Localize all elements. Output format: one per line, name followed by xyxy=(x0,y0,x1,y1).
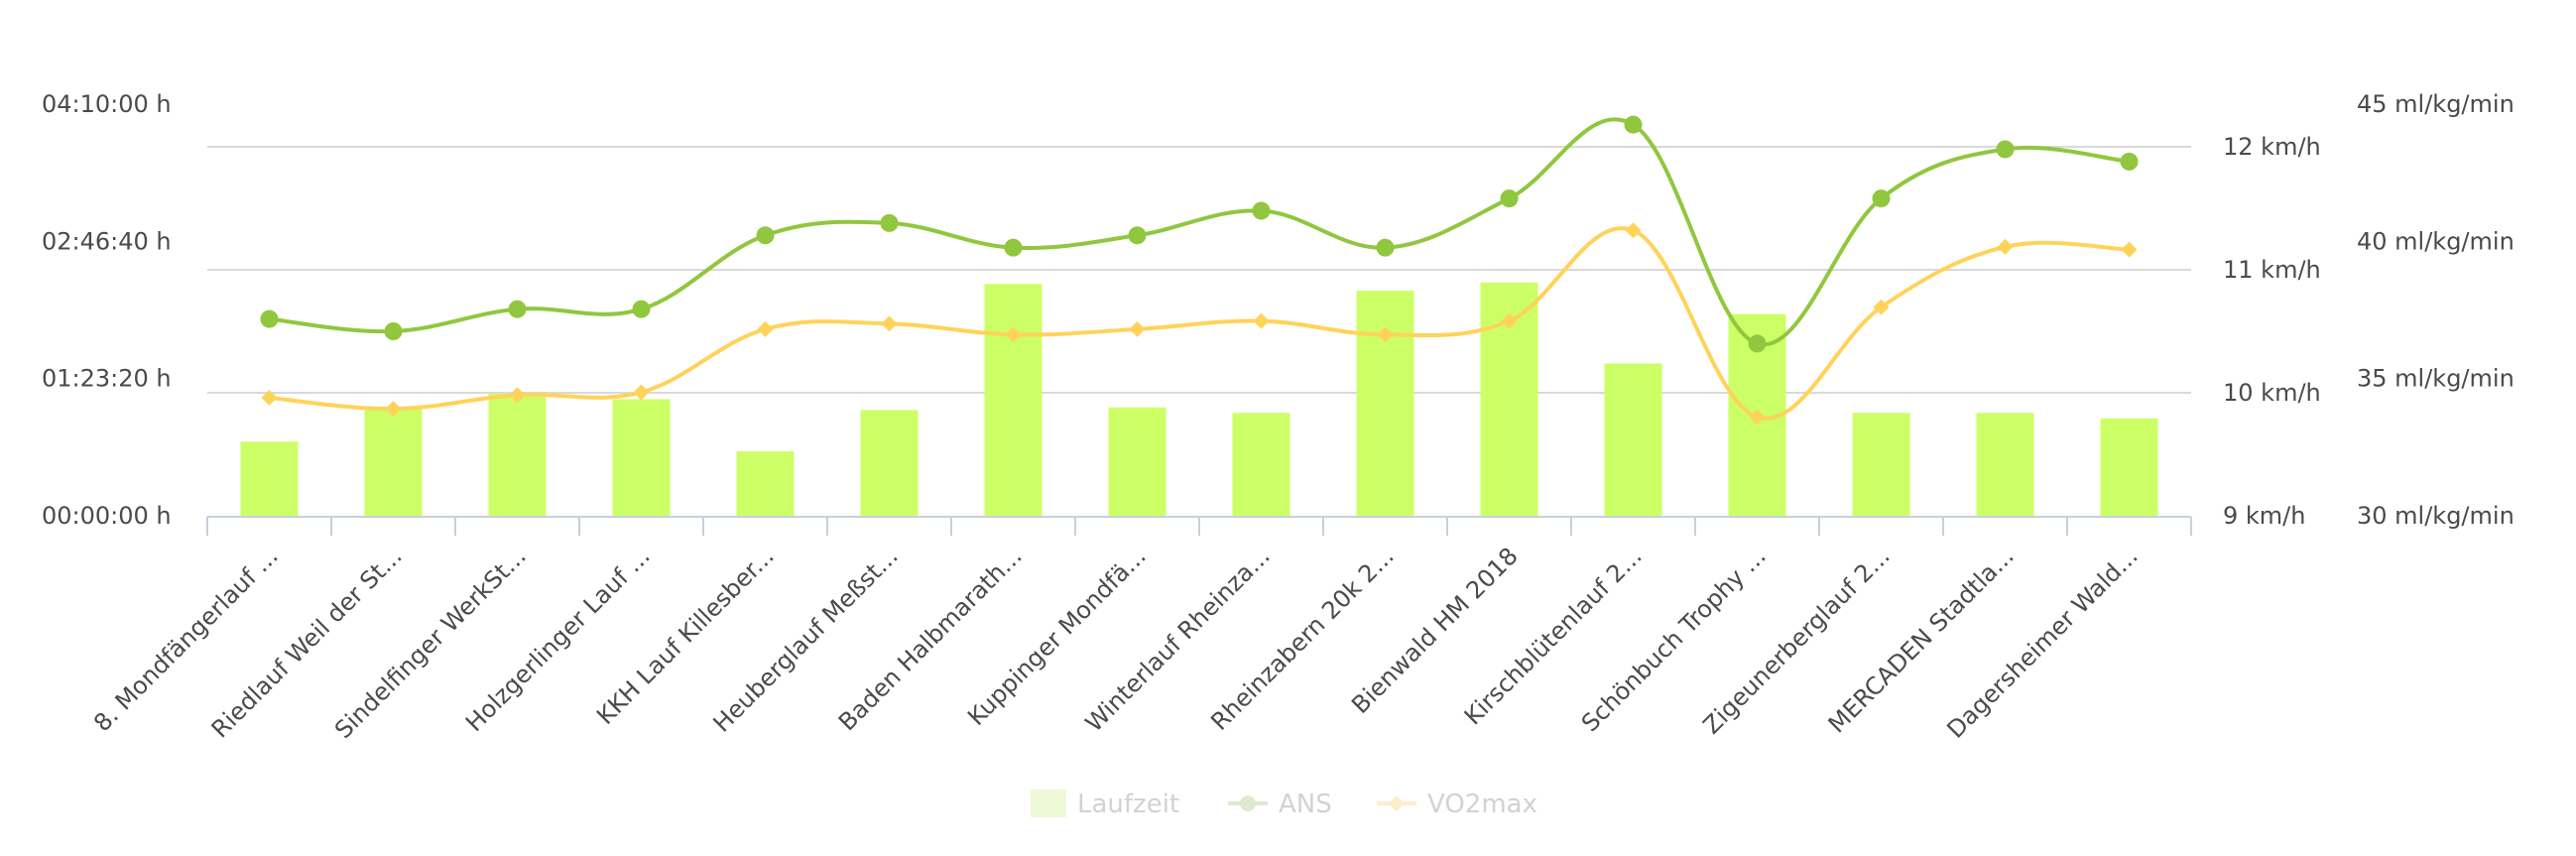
ans-point[interactable] xyxy=(1748,334,1767,353)
ans-point[interactable] xyxy=(1376,238,1395,257)
y-right-speed-tick-label: 11 km/h xyxy=(2223,256,2321,284)
series-lines xyxy=(269,117,2130,421)
y-right-vo2max-tick-label: 45 ml/kg/min xyxy=(2357,90,2515,118)
ans-point[interactable] xyxy=(1500,189,1519,208)
vo2max-point[interactable] xyxy=(1997,238,2014,255)
ans-point[interactable] xyxy=(1004,238,1023,257)
y-right-vo2max-tick-label: 35 ml/kg/min xyxy=(2357,365,2515,393)
y-right-speed-tick-label: 12 km/h xyxy=(2223,133,2321,161)
vo2max-point[interactable] xyxy=(1873,299,1890,315)
laufzeit-bar[interactable] xyxy=(1976,413,2034,516)
legend-label-vo2max[interactable]: VO2max xyxy=(1427,790,1537,819)
laufzeit-bars xyxy=(240,282,2158,516)
series-markers xyxy=(260,115,2139,426)
ans-point[interactable] xyxy=(632,300,651,318)
ans-point[interactable] xyxy=(508,300,527,318)
grid-lines xyxy=(207,146,2191,394)
ans-point[interactable] xyxy=(1128,226,1147,245)
laufzeit-bar[interactable] xyxy=(1232,413,1290,516)
ans-point[interactable] xyxy=(384,322,403,340)
vo2max-point[interactable] xyxy=(509,387,526,404)
vo2max-point[interactable] xyxy=(1501,312,1518,329)
ans-point[interactable] xyxy=(1624,115,1643,134)
legend-swatch-laufzeit[interactable] xyxy=(1031,790,1066,817)
vo2max-point[interactable] xyxy=(385,401,402,418)
vo2max-point[interactable] xyxy=(1129,320,1146,337)
ans-point[interactable] xyxy=(260,309,279,328)
laufzeit-bar[interactable] xyxy=(1604,363,1662,516)
legend-label-laufzeit[interactable]: Laufzeit xyxy=(1077,790,1179,819)
laufzeit-bar[interactable] xyxy=(984,284,1043,516)
y-left-tick-label: 01:23:20 h xyxy=(42,365,172,393)
y-left-tick-label: 04:10:00 h xyxy=(42,90,172,118)
y-right-vo2max-tick-label: 40 ml/kg/min xyxy=(2357,227,2515,255)
legend-label-ans[interactable]: ANS xyxy=(1279,790,1332,819)
y-axis-right-speed: 9 km/h 10 km/h 11 km/h 12 km/h xyxy=(2223,133,2321,530)
ans-point[interactable] xyxy=(1996,140,2015,159)
vo2max-point[interactable] xyxy=(757,320,774,337)
x-axis: 8. Mondfängerlauf ...Riedlauf Weil der S… xyxy=(88,516,2192,744)
laufzeit-bar[interactable] xyxy=(240,441,299,516)
vo2max-point[interactable] xyxy=(2121,241,2138,258)
ans-point[interactable] xyxy=(756,226,775,245)
vo2max-point[interactable] xyxy=(633,384,650,401)
vo2max-point[interactable] xyxy=(1253,312,1270,329)
legend-swatch-ans-dot[interactable] xyxy=(1240,795,1256,811)
vo2max-point[interactable] xyxy=(1749,409,1766,426)
laufzeit-bar[interactable] xyxy=(364,407,423,516)
y-axis-right-vo2max: 30 ml/kg/min 35 ml/kg/min 40 ml/kg/min 45 m… xyxy=(2357,90,2515,530)
laufzeit-bar[interactable] xyxy=(860,410,919,516)
laufzeit-bar[interactable] xyxy=(1356,291,1414,516)
y-right-speed-tick-label: 10 km/h xyxy=(2223,379,2321,407)
ans-line[interactable] xyxy=(269,117,2130,347)
legend[interactable]: Laufzeit ANS VO2max xyxy=(1031,790,1537,819)
laufzeit-bar[interactable] xyxy=(1852,413,1910,516)
legend-swatch-vo2max-diamond[interactable] xyxy=(1389,795,1405,811)
laufzeit-bar[interactable] xyxy=(612,399,671,516)
ans-point[interactable] xyxy=(880,213,899,232)
vo2max-point[interactable] xyxy=(1377,326,1394,343)
ans-point[interactable] xyxy=(2120,152,2139,171)
y-left-tick-label: 00:00:00 h xyxy=(42,502,172,530)
y-left-tick-label: 02:46:40 h xyxy=(42,227,172,255)
laufzeit-bar[interactable] xyxy=(736,450,795,516)
laufzeit-bar[interactable] xyxy=(2100,418,2158,516)
ans-point[interactable] xyxy=(1872,189,1891,208)
vo2max-point[interactable] xyxy=(261,390,278,407)
vo2max-point[interactable] xyxy=(1625,222,1642,239)
vo2max-point[interactable] xyxy=(1005,326,1022,343)
y-right-vo2max-tick-label: 30 ml/kg/min xyxy=(2357,502,2515,530)
laufzeit-bar[interactable] xyxy=(1108,407,1166,516)
vo2max-point[interactable] xyxy=(881,315,898,332)
laufzeit-bar[interactable] xyxy=(488,393,547,516)
vo2max-line[interactable] xyxy=(269,226,2130,421)
y-axis-left: 00:00:00 h 01:23:20 h 02:46:40 h 04:10:00 h xyxy=(42,90,172,530)
y-right-speed-tick-label: 9 km/h xyxy=(2223,502,2305,530)
ans-point[interactable] xyxy=(1252,201,1271,220)
